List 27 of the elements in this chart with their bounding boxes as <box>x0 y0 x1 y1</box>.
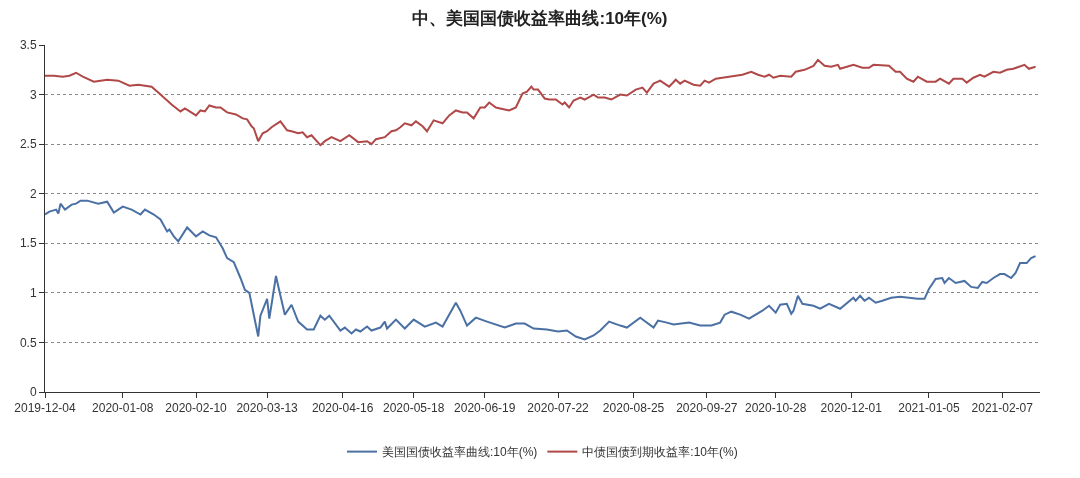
legend-label: 美国国债收益率曲线:10年(%) <box>382 445 538 460</box>
legend-label: 中债国债到期收益率:10年(%) <box>582 445 738 460</box>
x-tick-label: 2020-03-13 <box>236 401 299 416</box>
y-tick-label: 3.5 <box>19 38 37 53</box>
line-series <box>45 199 1037 341</box>
x-tick-label: 2021-02-07 <box>971 401 1034 416</box>
x-tick-label: 2020-10-28 <box>745 401 807 416</box>
x-tick-label: 2020-04-16 <box>311 401 374 416</box>
x-tick-label: 2020-07-22 <box>527 401 590 416</box>
x-tick-label: 2020-05-18 <box>382 401 445 416</box>
x-tick-label: 2020-08-25 <box>602 401 665 416</box>
y-tick-label: 2.5 <box>19 137 37 152</box>
x-tick-label: 2020-02-10 <box>165 401 228 416</box>
line-series <box>45 58 1037 147</box>
y-tick-label: 2 <box>29 186 37 201</box>
x-tick-label: 2020-06-19 <box>454 401 516 416</box>
y-tick-label: 1.5 <box>19 236 37 251</box>
x-tick-label: 2019-12-04 <box>14 401 77 416</box>
x-tick-label: 2020-09-27 <box>676 401 738 416</box>
y-tick-label: 0.5 <box>19 335 37 350</box>
x-tick-label: 2020-12-01 <box>820 401 883 416</box>
x-tick-label: 2020-01-08 <box>92 401 154 416</box>
x-tick-label: 2021-01-05 <box>898 401 960 416</box>
y-tick-label: 1 <box>29 286 37 301</box>
y-tick-label: 3 <box>29 87 37 102</box>
chart-title: 中、美国国债收益率曲线:10年(%) <box>412 8 668 28</box>
y-tick-label: 0 <box>29 385 37 400</box>
